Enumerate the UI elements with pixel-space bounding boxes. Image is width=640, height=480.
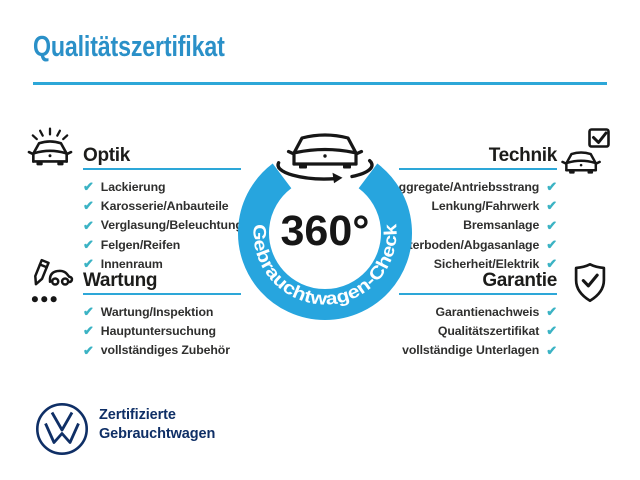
- optik-list: ✔ Lackierung ✔ Karosserie/Anbauteile ✔ Verg…: [83, 177, 243, 273]
- 360-badge: 360° Gebrauchtwagen-Check: [238, 133, 412, 320]
- garantie-list: Garantienachweis ✔ Qualitätszertifikat ✔ v…: [327, 302, 557, 360]
- check-icon: ✔: [546, 342, 557, 358]
- check-icon: ✔: [546, 217, 557, 233]
- list-item-label: vollständiges Zubehör: [100, 343, 230, 358]
- list-item: ✔ Hauptuntersuchung: [83, 321, 230, 340]
- list-item-label: Verglasung/Beleuchtung: [100, 218, 243, 233]
- section-heading-wartung: Wartung: [83, 270, 158, 291]
- car-check-icon: [561, 128, 610, 174]
- list-item-label: Lenkung/Fahrwerk: [431, 198, 540, 213]
- check-icon: ✔: [83, 237, 94, 253]
- list-item-label: Bremsanlage: [463, 218, 540, 233]
- list-item: ✔ Felgen/Reifen: [83, 235, 243, 254]
- service-checklist-icon: [31, 258, 74, 303]
- list-item: Lenkung/Fahrwerk ✔: [327, 196, 557, 215]
- list-item: ✔ vollständiges Zubehör: [83, 341, 230, 360]
- list-item: Aggregate/Antriebsstrang ✔: [327, 177, 557, 196]
- optik-divider: [83, 168, 241, 170]
- list-item-label: Wartung/Inspektion: [100, 304, 214, 319]
- technik-divider: [399, 168, 557, 170]
- list-item-label: Garantienachweis: [435, 304, 540, 319]
- technik-list: Aggregate/Antriebsstrang ✔ Lenkung/Fahrwe…: [327, 177, 557, 273]
- check-icon: ✔: [83, 256, 94, 272]
- list-item-label: vollständige Unterlagen: [402, 343, 540, 358]
- page-title: Qualitätszertifikat: [33, 31, 225, 63]
- check-icon: ✔: [83, 342, 94, 358]
- check-icon: ✔: [83, 179, 94, 195]
- check-icon: ✔: [546, 304, 557, 320]
- list-item-label: Unterboden/Abgasanlage: [392, 237, 540, 252]
- badge-ring: [238, 163, 412, 320]
- list-item: Sicherheit/Elektrik ✔: [327, 254, 557, 273]
- check-icon: ✔: [546, 179, 557, 195]
- garantie-divider: [399, 293, 557, 295]
- check-icon: ✔: [83, 217, 94, 233]
- check-icon: ✔: [546, 237, 557, 253]
- list-item-label: Karosserie/Anbauteile: [100, 198, 229, 213]
- check-icon: ✔: [546, 323, 557, 339]
- list-item: Qualitätszertifikat ✔: [327, 321, 557, 340]
- list-item-label: Lackierung: [100, 179, 166, 194]
- list-item: ✔ Lackierung: [83, 177, 243, 196]
- vw-logo-icon: [35, 402, 89, 456]
- list-item-label: Felgen/Reifen: [100, 237, 181, 252]
- list-item: Bremsanlage ✔: [327, 216, 557, 235]
- car-360-icon: [276, 133, 374, 184]
- list-item-label: Aggregate/Antriebsstrang: [389, 179, 540, 194]
- list-item: ✔ Innenraum: [83, 254, 243, 273]
- car-shine-icon: [27, 127, 73, 166]
- list-item-label: Innenraum: [100, 256, 163, 271]
- check-icon: ✔: [83, 304, 94, 320]
- check-icon: ✔: [83, 323, 94, 339]
- section-heading-technik: Technik: [488, 145, 558, 166]
- list-item-label: Hauptuntersuchung: [100, 323, 216, 338]
- wartung-list: ✔ Wartung/Inspektion ✔ Hauptuntersuchung ✔…: [83, 302, 230, 360]
- list-item: vollständige Unterlagen ✔: [327, 341, 557, 360]
- list-item: Unterboden/Abgasanlage ✔: [327, 235, 557, 254]
- badge-value: 360°: [281, 207, 370, 255]
- list-item: ✔ Karosserie/Anbauteile: [83, 196, 243, 215]
- list-item: ✔ Verglasung/Beleuchtung: [83, 216, 243, 235]
- footer-claim-line2: Gebrauchtwagen: [99, 425, 216, 442]
- list-item-label: Qualitätszertifikat: [437, 323, 540, 338]
- title-divider: [33, 82, 607, 85]
- list-item: Garantienachweis ✔: [327, 302, 558, 321]
- list-item-label: Sicherheit/Elektrik: [433, 256, 540, 271]
- check-icon: ✔: [83, 198, 94, 214]
- list-item: ✔ Wartung/Inspektion: [83, 302, 230, 321]
- footer-claim: Zertifizierte Gebrauchtwagen: [99, 406, 215, 443]
- wartung-divider: [83, 293, 241, 295]
- shield-check-icon: [574, 262, 606, 303]
- section-heading-garantie: Garantie: [482, 270, 557, 291]
- section-heading-optik: Optik: [83, 145, 131, 166]
- check-icon: ✔: [546, 256, 557, 272]
- footer-claim-line1: Zertifizierte: [99, 407, 176, 423]
- check-icon: ✔: [546, 198, 557, 214]
